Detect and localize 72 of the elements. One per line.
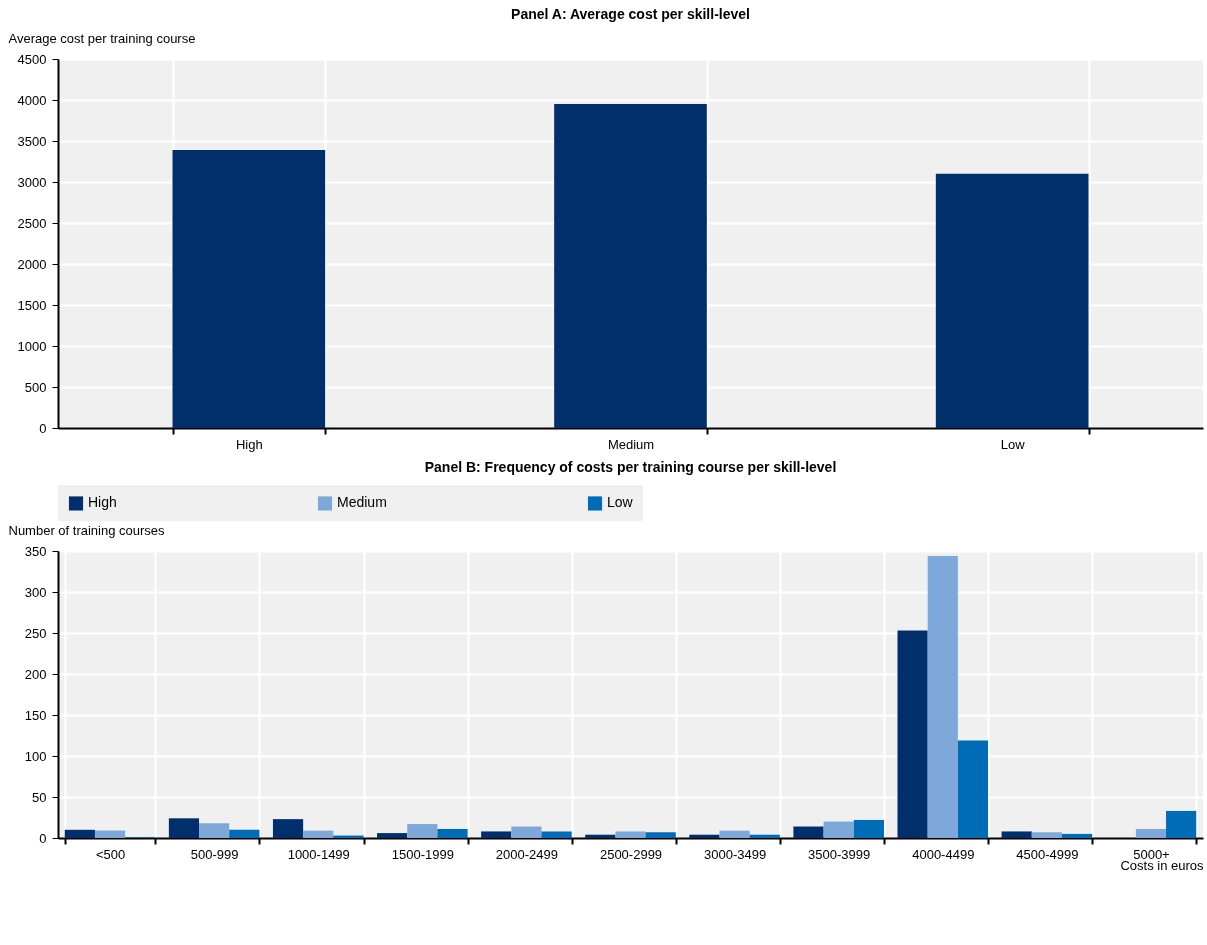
x-tick-label: 500-999 [190, 846, 239, 862]
legend-label: Medium [337, 494, 387, 511]
bar [272, 819, 304, 838]
bar [94, 830, 126, 838]
bar [172, 150, 326, 428]
bar [1061, 833, 1093, 838]
legend-label: High [88, 494, 117, 511]
x-tick-label: <500 [95, 846, 126, 862]
y-tick-label: 100 [24, 748, 47, 764]
y-tick-label: 250 [24, 625, 47, 641]
x-tick-label: 4500-4999 [1016, 846, 1079, 862]
bar [689, 834, 720, 838]
x-tick-label: 1000-1499 [287, 846, 350, 862]
bar [645, 832, 676, 838]
x-tick-label: 4000-4499 [912, 846, 975, 862]
y-tick-label: 0 [39, 830, 47, 846]
x-tick-label: 3500-3999 [808, 846, 871, 862]
y-axis-title: Average cost per training course [8, 30, 196, 46]
y-tick-label: 2000 [17, 256, 47, 272]
y-tick-label: 500 [24, 379, 47, 395]
x-tick-label: 1500-1999 [391, 846, 454, 862]
bar [957, 740, 989, 838]
bar [823, 821, 854, 838]
bar [511, 826, 542, 838]
y-tick-label: 4500 [17, 51, 47, 67]
y-tick-label: 1500 [17, 297, 47, 313]
y-tick-label: 4000 [17, 92, 47, 108]
chart-title: Panel A: Average cost per skill-level [511, 6, 750, 22]
bar [64, 829, 95, 838]
bar [554, 104, 707, 428]
bar [615, 831, 646, 838]
x-tick-label: High [235, 436, 263, 452]
x-tick-label: 3000-3499 [704, 846, 767, 862]
x-tick-label: 2000-2499 [495, 846, 558, 862]
y-tick-label: 3000 [17, 174, 47, 190]
chart-title: Panel B: Frequency of costs per training course per skill-level [424, 459, 837, 475]
x-tick-label: Low [1000, 436, 1026, 452]
y-tick-label: 1000 [17, 338, 47, 354]
bar [719, 830, 750, 838]
bar [199, 823, 230, 838]
bar [1166, 810, 1197, 838]
bar [749, 834, 780, 838]
y-axis-title: Number of training courses [8, 522, 166, 538]
x-tick-label: 5000+ [1133, 846, 1170, 862]
bar [927, 555, 958, 838]
legend-label: Low [607, 494, 634, 511]
x-tick-label: Medium [607, 436, 655, 452]
y-tick-label: 200 [24, 666, 47, 682]
y-tick-label: 3500 [17, 133, 47, 149]
bar [229, 829, 260, 838]
bar [935, 173, 1089, 428]
y-tick-label: 150 [24, 707, 47, 723]
bar [853, 819, 884, 838]
x-tick-label: 2500-2999 [599, 846, 663, 862]
bar [897, 630, 928, 838]
bar [303, 830, 334, 838]
y-tick-label: 50 [32, 789, 47, 805]
y-tick-label: 350 [24, 543, 47, 559]
bar [1001, 831, 1032, 838]
bar [541, 831, 572, 838]
y-tick-label: 300 [24, 584, 47, 600]
y-tick-label: 0 [39, 420, 47, 436]
bar [1135, 828, 1167, 838]
bar [437, 828, 468, 838]
bar [377, 833, 408, 838]
bar [585, 834, 616, 838]
y-tick-label: 2500 [17, 215, 47, 231]
bar [793, 826, 824, 838]
bar [407, 824, 438, 838]
bar [1031, 832, 1062, 838]
bar [481, 831, 512, 838]
bar [168, 818, 200, 838]
